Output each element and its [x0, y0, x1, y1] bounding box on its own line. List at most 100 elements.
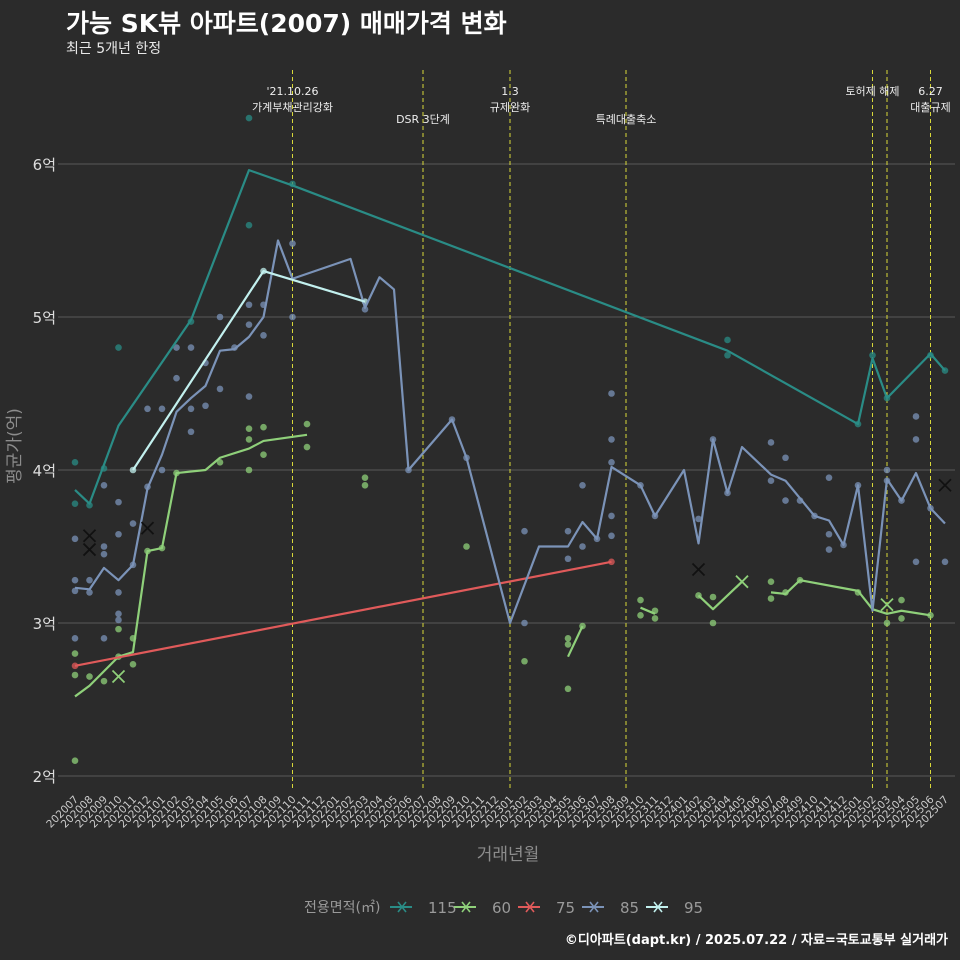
data-point — [579, 482, 586, 489]
legend: 전용면적(㎡) 115 60 75 85 95 — [304, 899, 703, 917]
data-point — [71, 587, 79, 595]
event-label: '21.10.26 — [266, 85, 318, 98]
data-point — [564, 527, 572, 535]
cross-marker — [82, 542, 97, 557]
data-point — [289, 240, 296, 247]
data-point — [100, 677, 108, 685]
data-point — [86, 589, 93, 596]
data-point — [71, 459, 79, 466]
data-point — [361, 482, 369, 489]
data-point — [86, 576, 93, 584]
legend-key-cross — [589, 901, 599, 913]
series-line — [567, 625, 584, 658]
data-point — [579, 543, 586, 550]
data-point — [521, 527, 528, 535]
data-point — [825, 530, 833, 538]
series-line — [697, 580, 743, 611]
data-point — [158, 405, 166, 413]
legend-item: 85 — [582, 899, 639, 917]
data-point — [260, 332, 267, 339]
data-point — [637, 596, 644, 604]
data-point — [564, 641, 572, 648]
data-point — [521, 619, 528, 627]
event-label: 규제완화 — [490, 101, 530, 114]
data-point — [129, 520, 137, 527]
cross-marker — [938, 478, 952, 492]
data-point — [724, 351, 731, 359]
data-point — [912, 413, 920, 420]
event-label: 1.3 — [501, 85, 519, 98]
legend-label: 95 — [684, 899, 703, 917]
data-point — [245, 466, 253, 474]
data-point — [100, 543, 108, 550]
x-axis-label: 거래년월 — [477, 845, 540, 865]
data-point — [651, 615, 659, 622]
series-line — [770, 579, 931, 617]
data-point — [71, 500, 79, 507]
data-point — [898, 596, 905, 604]
cross-stroke — [111, 669, 126, 684]
data-point — [245, 321, 253, 328]
legend-label: 85 — [620, 899, 639, 917]
data-point — [187, 428, 195, 436]
data-point — [173, 344, 180, 351]
data-point — [100, 635, 108, 642]
data-point — [883, 466, 891, 474]
data-point — [187, 405, 195, 413]
data-point — [608, 390, 615, 397]
series-line — [74, 433, 308, 698]
data-point — [71, 671, 79, 679]
x-axis: 2020072020082020092020102020112020122021… — [44, 793, 951, 830]
data-point — [260, 423, 267, 431]
cross-stroke — [82, 529, 97, 543]
data-point — [695, 515, 702, 523]
data-point — [202, 402, 209, 410]
data-point — [782, 454, 789, 462]
plot-area — [71, 114, 952, 764]
data-point — [100, 550, 108, 558]
data-point — [869, 351, 876, 359]
data-point — [71, 650, 79, 657]
data-point — [608, 512, 615, 520]
data-point — [564, 555, 572, 563]
cross-marker — [691, 562, 706, 577]
data-point — [767, 578, 775, 585]
event-label: 특례대출축소 — [596, 113, 657, 126]
cross-stroke — [82, 542, 97, 557]
data-point — [187, 344, 195, 351]
legend-label: 115 — [428, 899, 457, 917]
data-point — [883, 619, 891, 627]
data-point — [245, 425, 253, 432]
series-line — [74, 239, 946, 625]
data-point — [100, 482, 108, 489]
data-point — [245, 221, 253, 229]
grid-lines — [58, 163, 955, 777]
data-point — [912, 558, 920, 566]
legend-key-cross — [525, 901, 535, 913]
event-label: DSR 3단계 — [396, 113, 450, 126]
cross-marker — [82, 529, 97, 543]
y-tick-label: 5억 — [33, 309, 56, 327]
series-line — [640, 606, 656, 615]
data-point — [158, 466, 166, 474]
data-point — [245, 436, 253, 443]
data-point — [216, 385, 224, 393]
data-point — [303, 443, 311, 451]
y-tick-label: 2억 — [33, 768, 56, 786]
chart-subtitle: 최근 5개년 한정 — [66, 41, 162, 57]
source-caption: ©디아파트(dapt.kr) / 2025.07.22 / 자료=국토교통부 실… — [564, 933, 948, 948]
event-label: 6.27 — [918, 85, 943, 98]
data-point — [245, 114, 253, 122]
series-line — [132, 270, 366, 471]
data-point — [245, 301, 253, 309]
event-label: 대출규제 — [910, 101, 950, 114]
data-point — [825, 546, 833, 553]
legend-title: 전용면적(㎡) — [304, 900, 380, 916]
data-point — [260, 451, 267, 459]
cross-marker — [735, 575, 749, 589]
legend-key-cross — [461, 901, 471, 913]
y-axis: 2억 3억 4억 5억 6억 — [33, 156, 56, 786]
data-point — [361, 474, 369, 481]
legend-label: 75 — [556, 899, 575, 917]
